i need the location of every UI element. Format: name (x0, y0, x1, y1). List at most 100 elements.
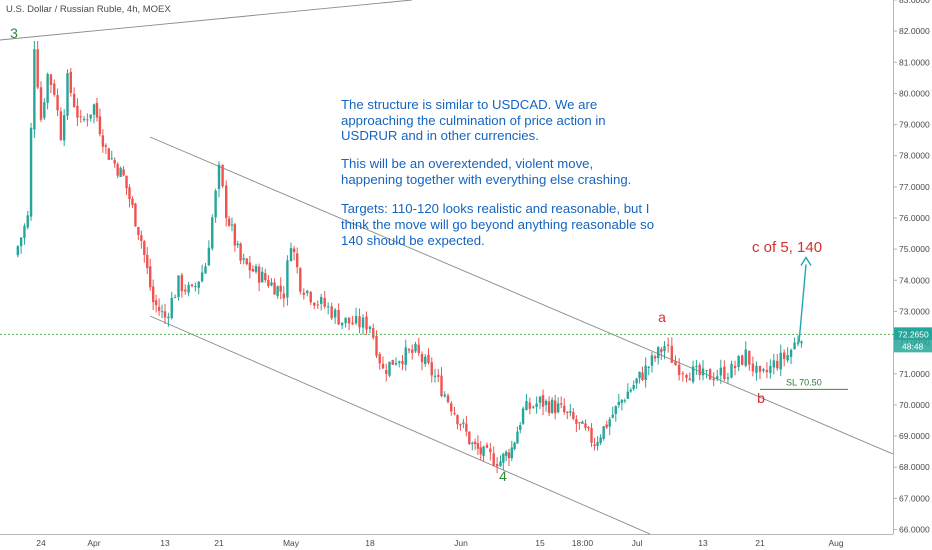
target-label: c of 5, 140 (752, 239, 822, 256)
candle-body (465, 423, 468, 432)
candle-body (270, 282, 273, 286)
candle-body (184, 289, 187, 292)
candle-body (351, 322, 354, 325)
candle-body (779, 352, 782, 370)
candle-body (113, 159, 116, 164)
candle-body (221, 164, 224, 187)
candle-body (446, 395, 450, 403)
y-tick-label: 69.0000 (899, 431, 930, 441)
candle-body (251, 269, 255, 272)
note-line: The structure is similar to USDCAD. We a… (341, 97, 597, 112)
candle-body (547, 401, 551, 414)
candle-body (368, 326, 372, 330)
candle-body (137, 227, 140, 235)
candle-body (685, 374, 688, 378)
candle-body (128, 187, 131, 200)
channel-lower-line (149, 315, 651, 535)
candle-body (344, 317, 347, 324)
candle-body (440, 375, 443, 397)
candle-body (378, 354, 381, 364)
note-line: think the move will go beyond anything r… (341, 217, 654, 232)
candle-body (69, 71, 73, 93)
candle-body (563, 405, 566, 413)
candle-body (323, 297, 326, 307)
candle-body (800, 341, 803, 344)
candle-body (744, 349, 747, 366)
candle-body (647, 366, 650, 368)
candle-body (381, 363, 385, 369)
candles (16, 40, 803, 474)
candle-body (306, 290, 309, 294)
last-price-badge (894, 327, 932, 341)
note-line: approaching the culmination of price act… (341, 113, 606, 128)
candle-body (391, 359, 394, 365)
candle-body (513, 442, 516, 449)
candle-body (122, 169, 125, 176)
x-tick-label: Jul (632, 538, 643, 548)
candle-body (663, 346, 666, 352)
candle-body (755, 365, 758, 373)
candle-body (151, 286, 155, 303)
candle-body (365, 316, 368, 330)
candle-body (590, 427, 593, 443)
candle-body (340, 322, 344, 326)
candle-body (276, 286, 279, 297)
candle-body (337, 309, 340, 325)
candle-body (125, 175, 128, 189)
candle-body (476, 443, 480, 449)
candle-body (320, 296, 323, 304)
candle-body (716, 376, 719, 379)
candle-body (453, 412, 456, 414)
candle-body (273, 282, 276, 295)
candle-body (295, 253, 299, 268)
wave-label-4: 4 (499, 468, 507, 484)
candle-body (632, 385, 635, 390)
candle-body (264, 273, 267, 281)
candle-body (593, 444, 596, 447)
candle-body (608, 419, 611, 427)
candle-body (411, 349, 414, 353)
x-tick-label: Jun (454, 538, 468, 548)
candle-body (519, 425, 522, 430)
candle-body (157, 306, 161, 311)
candle-body (499, 461, 502, 467)
x-tick-label: Apr (87, 538, 100, 548)
candle-body (504, 451, 508, 456)
candle-body (95, 102, 99, 118)
x-tick-label: 21 (755, 538, 765, 548)
note-line: Targets: 110-120 looks realistic and rea… (341, 201, 649, 216)
candle-body (657, 347, 660, 359)
candle-body (160, 311, 164, 313)
candle-body (200, 272, 204, 282)
candle-body (677, 364, 681, 375)
candle-body (762, 369, 765, 371)
candle-body (207, 247, 211, 266)
candle-body (521, 408, 525, 424)
candle-body (751, 363, 755, 372)
candle-body (82, 118, 86, 120)
y-tick-label: 73.0000 (899, 306, 930, 316)
candle-body (398, 361, 401, 363)
candle-body (623, 400, 627, 402)
candle-body (289, 248, 293, 262)
candle-body (62, 115, 66, 141)
x-tick-label: May (283, 538, 300, 548)
candle-body (544, 400, 548, 406)
candle-body (653, 356, 657, 359)
x-tick-label: 15 (535, 538, 545, 548)
wave-label-b: b (757, 390, 765, 406)
candle-body (190, 284, 194, 287)
candle-body (516, 431, 519, 444)
candle-body (541, 395, 545, 407)
candle-body (765, 369, 769, 372)
candle-body (510, 447, 513, 459)
candle-body (361, 317, 365, 328)
candle-body (33, 49, 36, 130)
candle-body (708, 369, 712, 380)
candle-body (596, 442, 599, 446)
candle-body (92, 104, 96, 115)
candle-body (372, 328, 375, 338)
y-tick-label: 83.0000 (899, 0, 930, 5)
